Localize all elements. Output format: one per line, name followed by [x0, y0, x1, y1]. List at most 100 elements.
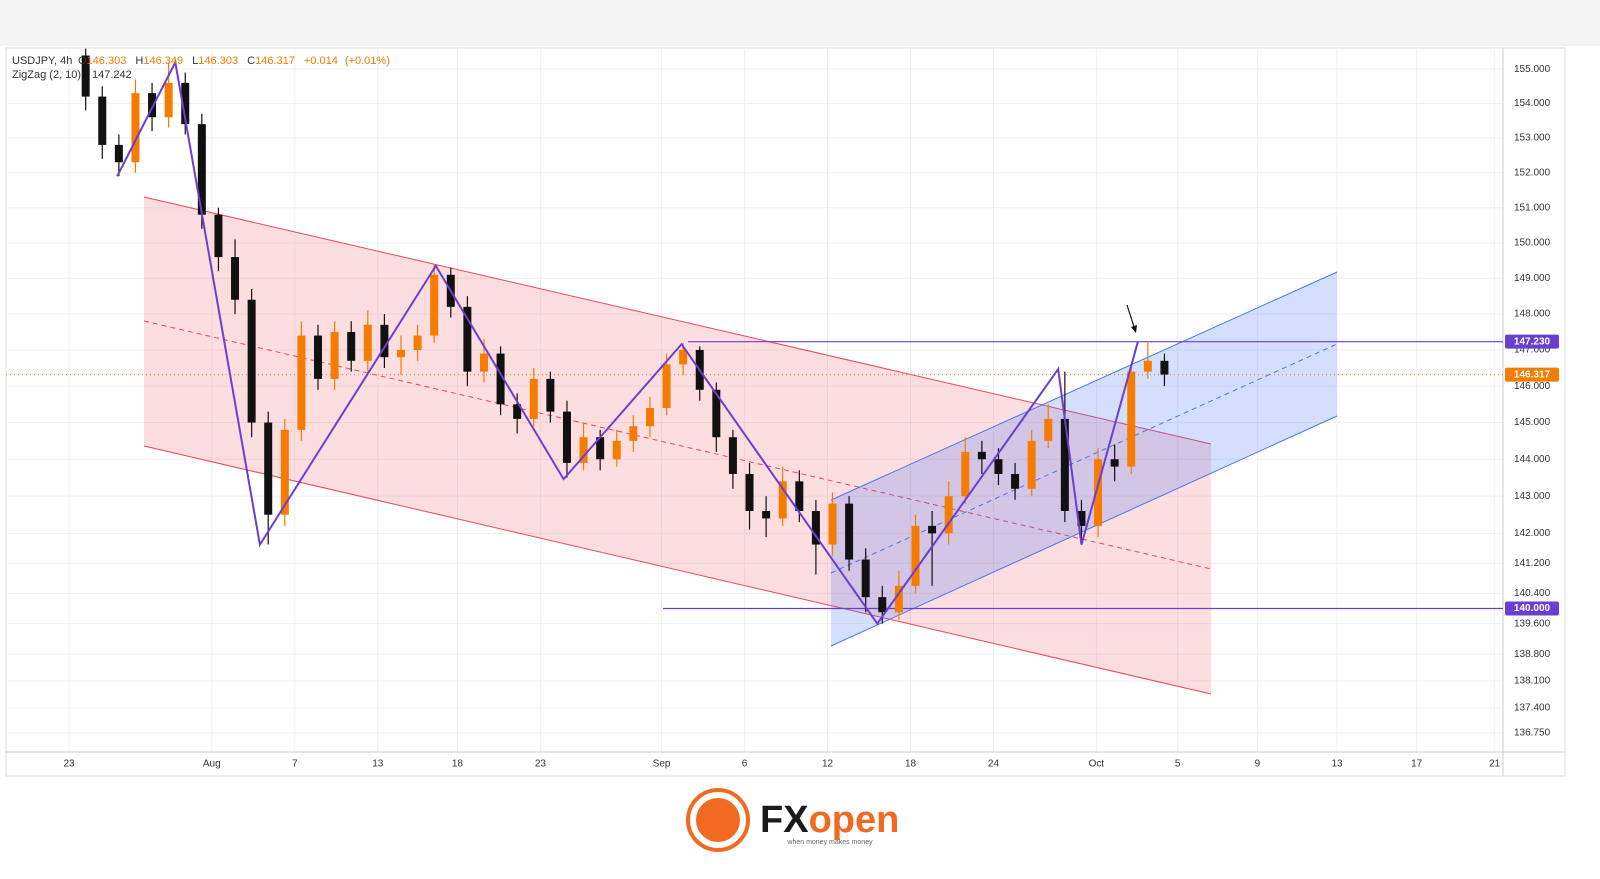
last-price-label: 146.317: [1514, 369, 1551, 380]
candle-body: [496, 353, 505, 405]
level-label: 147.230: [1514, 336, 1551, 347]
candle-body: [396, 349, 405, 358]
y-tick-label: 140.400: [1514, 588, 1551, 599]
brand-open: open: [809, 799, 900, 841]
candle-body: [1060, 418, 1069, 512]
candle-body: [363, 324, 372, 361]
candle-body: [231, 257, 240, 300]
key: H: [135, 55, 143, 67]
candle-body: [1011, 473, 1020, 489]
candle-body: [197, 124, 206, 215]
candle-body: [762, 511, 771, 519]
candle-body: [413, 335, 422, 350]
x-tick-label: Sep: [653, 759, 671, 770]
candle-body: [247, 299, 256, 423]
x-tick-label: Oct: [1089, 759, 1105, 770]
candle-body: [1044, 418, 1053, 441]
candle-body: [861, 559, 870, 598]
y-tick-label: 147.000: [1514, 345, 1551, 356]
x-tick-label: 5: [1175, 759, 1181, 770]
candle-body: [1160, 360, 1169, 375]
candle-body: [148, 93, 157, 118]
candle-body: [894, 585, 903, 613]
y-tick-label: 145.000: [1514, 417, 1551, 428]
key: C: [247, 55, 255, 67]
y-tick-label: 148.000: [1514, 309, 1551, 320]
channel-edge: [143, 445, 1212, 695]
channel-edge: [830, 271, 1338, 501]
x-tick-label: 7: [292, 759, 298, 770]
y-tick-label: 152.000: [1514, 167, 1551, 178]
level-tag: [1505, 601, 1559, 616]
y-tick-label: 136.750: [1514, 728, 1551, 739]
candle-body: [1143, 360, 1152, 372]
candle-body: [778, 481, 787, 519]
candle-body: [745, 473, 754, 512]
top-strip: [0, 0, 1600, 46]
candle-body: [977, 451, 986, 460]
candle-body: [994, 459, 1003, 474]
y-tick-label: 137.400: [1514, 702, 1551, 713]
candle-body: [828, 503, 837, 545]
y-tick-label: 150.000: [1514, 238, 1551, 249]
candle-body: [1094, 459, 1103, 526]
symbol: USDJPY, 4h: [12, 55, 72, 67]
y-tick-label: 155.000: [1514, 64, 1551, 75]
candle-body: [811, 511, 820, 545]
candle-body: [214, 214, 223, 258]
channel-edge: [830, 415, 1338, 647]
candle-body: [513, 404, 522, 419]
desc-channel: [144, 197, 1211, 694]
x-tick-label: Aug: [203, 759, 221, 770]
candle-body: [579, 437, 588, 463]
candle-body: [1077, 511, 1086, 526]
logo: [696, 798, 740, 842]
candle-body: [347, 331, 356, 361]
plot: [6, 48, 1503, 626]
candle-body: [164, 82, 173, 118]
candle-body: [314, 335, 323, 379]
y-tick-label: 142.000: [1514, 528, 1551, 539]
y-tick-label: 138.100: [1514, 676, 1551, 687]
x-tick-label: 21: [1489, 759, 1501, 770]
candle-body: [562, 411, 571, 463]
y-tick-label: 143.000: [1514, 491, 1551, 502]
level-label: 140.000: [1514, 603, 1551, 614]
candle-body: [463, 306, 472, 372]
value: 146.303: [198, 55, 238, 67]
candle-body: [1027, 440, 1036, 489]
brand: FXopen: [760, 799, 899, 841]
candle-body: [430, 274, 439, 336]
y-tick-label: 153.000: [1514, 133, 1551, 144]
y-tick-label: 151.000: [1514, 202, 1551, 213]
candle-body: [596, 437, 605, 460]
candle-body: [878, 597, 887, 613]
arrow: [1126, 304, 1136, 331]
x-tick-label: 23: [535, 759, 547, 770]
brand-fx: FX: [760, 799, 809, 841]
x-tick-label: 12: [822, 759, 834, 770]
indicator-name: ZigZag (2, 10): [12, 69, 81, 81]
ohlc-legend: O146.303 H146.349 L146.303 C146.317 +0.0…: [78, 55, 390, 67]
candle-body: [961, 451, 970, 497]
arrow-head: [1131, 325, 1137, 333]
zigzag-line: [116, 59, 1139, 626]
asc-channel: [831, 272, 1337, 646]
candle-body: [479, 353, 488, 372]
candle-body: [297, 335, 306, 430]
candle-body: [330, 331, 339, 379]
legend: USDJPY, 4h O146.303 H146.349 L146.303 C1…: [12, 55, 390, 81]
y-tick-label: 154.000: [1514, 98, 1551, 109]
candle-body: [131, 93, 140, 163]
x-tick-label: 18: [452, 759, 464, 770]
level-tag: [1505, 334, 1559, 349]
candle-body: [629, 426, 638, 441]
x-tick-label: 23: [64, 759, 76, 770]
candle-body: [795, 481, 804, 512]
candle-body: [845, 503, 854, 560]
candle-body: [546, 378, 555, 412]
candle-body: [911, 525, 920, 586]
candle-body: [280, 429, 289, 515]
y-tick-label: 141.200: [1514, 558, 1551, 569]
